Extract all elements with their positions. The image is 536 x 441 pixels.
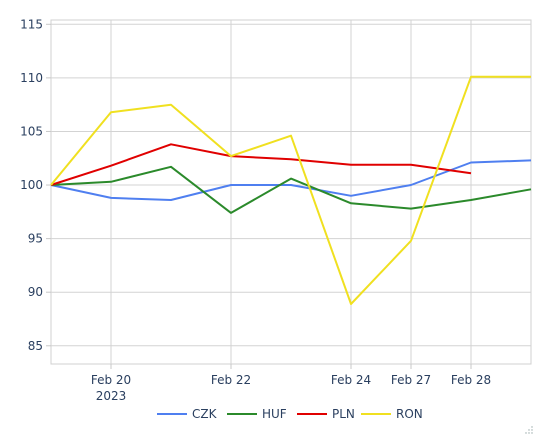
legend-label: HUF bbox=[262, 407, 287, 421]
y-tick-label: 90 bbox=[28, 285, 43, 299]
legend-item-czk[interactable]: CZK bbox=[157, 407, 218, 421]
x-tick-label: Feb 20 bbox=[91, 373, 131, 387]
series-line-huf[interactable] bbox=[50, 165, 532, 214]
series-line-czk[interactable] bbox=[50, 159, 532, 201]
legend-label: RON bbox=[396, 407, 423, 421]
series-line-ron[interactable] bbox=[50, 75, 531, 305]
y-tick-label: 110 bbox=[20, 71, 43, 85]
legend-item-ron[interactable]: RON bbox=[361, 407, 423, 421]
legend-item-huf[interactable]: HUF bbox=[227, 407, 287, 421]
series-layer bbox=[50, 75, 532, 305]
resize-handle-icon[interactable] bbox=[525, 426, 533, 434]
y-tick-label: 95 bbox=[28, 232, 43, 246]
legend[interactable]: CZK HUF PLN RON bbox=[157, 407, 423, 421]
legend-label: CZK bbox=[192, 407, 218, 421]
x-tick-label: Feb 28 bbox=[451, 373, 491, 387]
legend-label: PLN bbox=[332, 407, 355, 421]
axis-layer: 85 90 95 100 105 110 115 Feb 20 2023 Feb 22 Feb 24… bbox=[20, 17, 491, 403]
grid-layer bbox=[50, 19, 532, 365]
y-tick-label: 105 bbox=[20, 124, 43, 138]
series-line-pln[interactable] bbox=[50, 143, 472, 186]
x-tick-label: Feb 27 bbox=[391, 373, 431, 387]
x-tick-year-label: 2023 bbox=[96, 389, 127, 403]
y-tick-label: 85 bbox=[28, 339, 43, 353]
x-tick-label: Feb 22 bbox=[211, 373, 251, 387]
plot-frame bbox=[50, 19, 532, 365]
y-tick-label: 100 bbox=[20, 178, 43, 192]
x-tick-label: Feb 24 bbox=[331, 373, 371, 387]
legend-item-pln[interactable]: PLN bbox=[297, 407, 355, 421]
y-tick-label: 115 bbox=[20, 17, 43, 31]
